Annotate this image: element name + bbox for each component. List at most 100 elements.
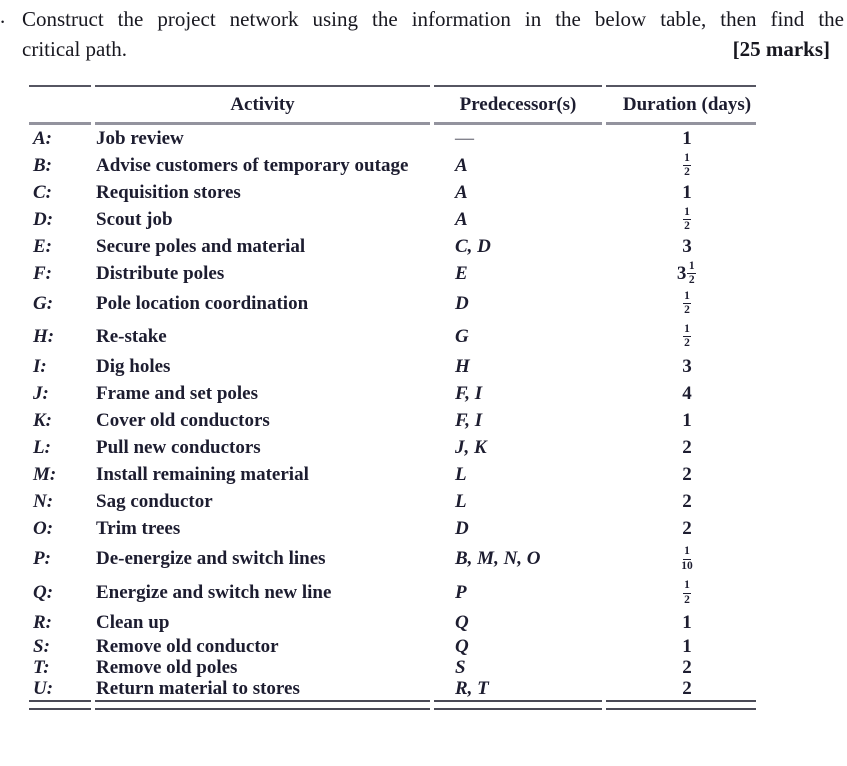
activity-letter: I: bbox=[33, 355, 47, 377]
activity-table: Activity Predecessor(s) Duration (days) … bbox=[0, 85, 847, 710]
question-text-line2-row: critical path. [25 marks] bbox=[22, 34, 847, 64]
predecessors-value: D bbox=[455, 292, 469, 314]
table-row: U: Return material to stores R, T 2 bbox=[29, 678, 756, 700]
table-row: I: Dig holes H 3 bbox=[29, 353, 756, 380]
header-duration: Duration (days) bbox=[622, 93, 752, 115]
question-text-line2: critical path. bbox=[22, 37, 127, 61]
activity-letter: P: bbox=[33, 548, 51, 569]
duration-value: 2 bbox=[682, 678, 692, 700]
duration-value: 1 bbox=[682, 181, 692, 203]
predecessors-value: F, I bbox=[455, 382, 483, 404]
duration-value: 1 bbox=[682, 127, 692, 149]
predecessors-value: B, M, N, O bbox=[455, 548, 541, 569]
table-row: E: Secure poles and material C, D 3 bbox=[29, 233, 756, 260]
predecessors-value: S bbox=[455, 656, 466, 678]
question-number-fragment: . bbox=[0, 4, 6, 28]
activity-letter: Q: bbox=[33, 582, 54, 603]
predecessors-value: D bbox=[455, 517, 469, 539]
duration-value: 1 10 bbox=[681, 545, 693, 572]
activity-letter: T: bbox=[33, 656, 50, 678]
activity-description: Pull new conductors bbox=[96, 436, 261, 458]
activity-description: Job review bbox=[96, 127, 184, 149]
predecessors-value: L bbox=[455, 463, 467, 485]
duration-value: 2 bbox=[682, 490, 692, 512]
question-block: Construct the project network using the … bbox=[0, 0, 847, 64]
activity-letter: D: bbox=[33, 208, 54, 230]
activity-letter: N: bbox=[33, 490, 54, 512]
activity-description: Scout job bbox=[96, 208, 173, 230]
predecessors-value: A bbox=[455, 154, 468, 176]
predecessors-value: P bbox=[455, 582, 467, 603]
duration-value: 2 bbox=[682, 517, 692, 539]
table-header-row: Activity Predecessor(s) Duration (days) bbox=[29, 87, 756, 122]
activity-letter: J: bbox=[33, 382, 49, 404]
table-row: C: Requisition stores A 1 bbox=[29, 179, 756, 206]
predecessors-value: — bbox=[455, 127, 474, 149]
marks-label: [25 marks] bbox=[732, 37, 830, 61]
predecessors-value: Q bbox=[455, 612, 469, 633]
duration-value: 1 bbox=[682, 612, 692, 634]
table-body: A: Job review — 1 B: Advise customers of… bbox=[0, 125, 847, 700]
predecessors-value: A bbox=[455, 181, 468, 203]
activity-letter: L: bbox=[33, 436, 51, 458]
table-row: T: Remove old poles S 2 bbox=[29, 657, 756, 678]
duration-value: 1 bbox=[682, 409, 692, 431]
activity-description: Energize and switch new line bbox=[96, 582, 332, 603]
predecessors-value: L bbox=[455, 490, 467, 512]
activity-description: Secure poles and material bbox=[96, 235, 306, 257]
predecessors-value: E bbox=[455, 262, 468, 284]
predecessors-value: C, D bbox=[455, 235, 491, 257]
predecessors-value: R, T bbox=[455, 678, 489, 699]
activity-description: Remove old poles bbox=[96, 656, 238, 678]
table-row: R: Clean up Q 1 bbox=[29, 610, 756, 636]
activity-description: Trim trees bbox=[96, 517, 181, 539]
table-row: M: Install remaining material L 2 bbox=[29, 461, 756, 488]
duration-value: 1 bbox=[682, 635, 692, 657]
activity-letter: F: bbox=[33, 262, 52, 284]
predecessors-value: J, K bbox=[455, 436, 487, 458]
header-activity: Activity bbox=[230, 93, 295, 115]
duration-value: 2 bbox=[682, 656, 692, 678]
table-row: S: Remove old conductor Q 1 bbox=[29, 636, 756, 657]
activity-description: Dig holes bbox=[96, 355, 171, 377]
activity-letter: R: bbox=[33, 612, 52, 633]
predecessors-value: Q bbox=[455, 635, 469, 657]
activity-description: Cover old conductors bbox=[96, 409, 270, 431]
predecessors-value: F, I bbox=[455, 409, 483, 431]
activity-description: Sag conductor bbox=[96, 490, 213, 512]
duration-value: 4 bbox=[682, 382, 692, 404]
duration-value: 2 bbox=[682, 436, 692, 458]
table-row: O: Trim trees D 2 bbox=[29, 515, 756, 542]
activity-letter: M: bbox=[33, 463, 57, 485]
activity-description: Advise customers of temporary outage bbox=[96, 154, 409, 176]
table-top-rule bbox=[29, 85, 756, 87]
activity-description: Distribute poles bbox=[96, 262, 225, 284]
activity-letter: E: bbox=[33, 235, 52, 257]
activity-letter: H: bbox=[33, 325, 55, 347]
activity-description: Requisition stores bbox=[96, 181, 241, 203]
activity-letter: C: bbox=[33, 181, 52, 203]
duration-value: 3 bbox=[682, 235, 692, 257]
table-row: N: Sag conductor L 2 bbox=[29, 488, 756, 515]
table-header-rule bbox=[29, 122, 756, 125]
activity-description: Pole location coordination bbox=[96, 292, 309, 314]
activity-letter: U: bbox=[33, 678, 54, 699]
question-text-line1: Construct the project network using the … bbox=[22, 7, 844, 31]
header-predecessors: Predecessor(s) bbox=[459, 93, 577, 115]
activity-description: De-energize and switch lines bbox=[96, 548, 326, 569]
activity-description: Re-stake bbox=[96, 325, 167, 347]
table-row: B: Advise customers of temporary outage … bbox=[29, 152, 756, 179]
table-row: A: Job review — 1 bbox=[29, 125, 756, 152]
